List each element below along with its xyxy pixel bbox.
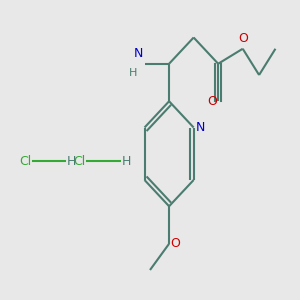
Text: O: O [238, 32, 248, 45]
Text: H: H [67, 155, 76, 168]
Text: —: — [43, 155, 55, 168]
Text: N: N [134, 47, 143, 60]
Text: H: H [129, 68, 138, 77]
Text: H: H [122, 155, 131, 168]
Text: O: O [207, 95, 217, 108]
Text: Cl: Cl [19, 155, 32, 168]
Text: Cl: Cl [74, 155, 86, 168]
Text: N: N [196, 121, 205, 134]
Text: —: — [98, 155, 110, 168]
Text: O: O [170, 237, 180, 250]
